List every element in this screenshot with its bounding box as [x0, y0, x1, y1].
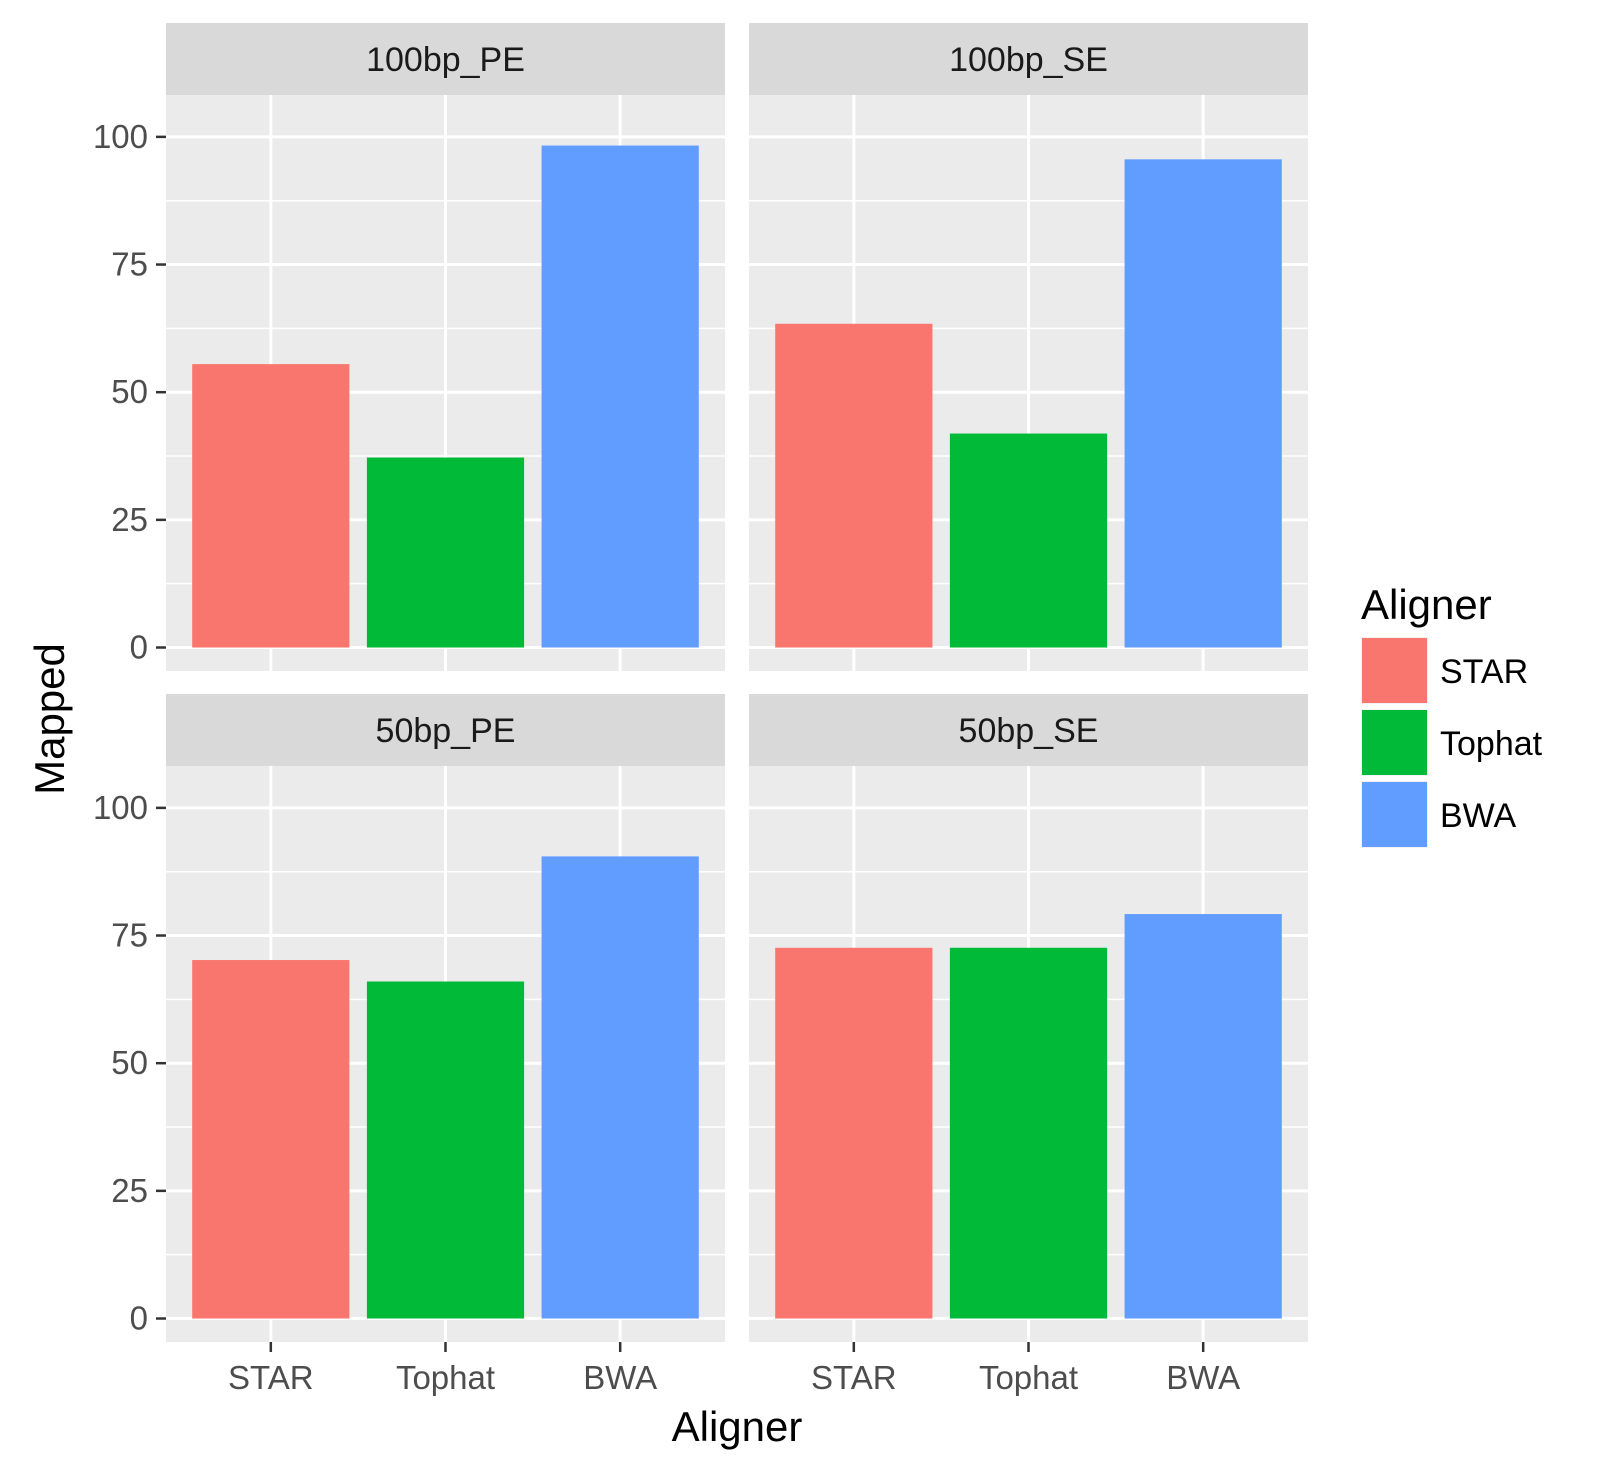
bar-star	[775, 323, 933, 648]
x-tick-label-bwa: BWA	[1166, 1359, 1240, 1396]
bar-tophat	[949, 433, 1108, 648]
facet-panel-50bp-pe: 50bp_PE 0 25 50 75 100	[93, 694, 725, 1342]
facet-strip-label: 100bp_SE	[949, 41, 1108, 79]
x-tick-label-tophat: Tophat	[979, 1359, 1078, 1396]
y-tick-label: 50	[111, 1044, 148, 1081]
x-tick-label-star: STAR	[228, 1359, 314, 1396]
bar-bwa	[541, 145, 699, 648]
bar-tophat	[366, 981, 525, 1319]
facet-strip-label: 50bp_SE	[959, 712, 1099, 750]
bar-star	[775, 947, 933, 1319]
bar-tophat	[949, 947, 1108, 1319]
y-tick-label: 75	[111, 917, 148, 954]
bar-star	[192, 960, 350, 1319]
legend-label-bwa: BWA	[1440, 797, 1517, 835]
x-tick-label-star: STAR	[811, 1359, 897, 1396]
legend-title: Aligner	[1361, 581, 1492, 628]
x-tick-label-tophat: Tophat	[396, 1359, 495, 1396]
y-tick-label: 0	[130, 1300, 148, 1337]
y-tick-label: 100	[93, 118, 148, 155]
y-axis-title: Mapped	[26, 643, 73, 795]
y-tick-label: 25	[111, 501, 148, 538]
legend-label-star: STAR	[1440, 653, 1528, 691]
facet-panel-100bp-se: 100bp_SE	[749, 23, 1308, 671]
facet-panel-100bp-pe: 100bp_PE 0 25 50 75 100	[93, 23, 725, 671]
y-tick-label: 100	[93, 789, 148, 826]
y-tick-label: 25	[111, 1172, 148, 1209]
facet-strip-label: 50bp_PE	[376, 712, 516, 750]
x-tick-label-bwa: BWA	[583, 1359, 657, 1396]
facet-strip	[166, 694, 725, 766]
y-tick-label: 75	[111, 246, 148, 283]
facet-strip-label: 100bp_PE	[366, 41, 525, 79]
facet-strip	[749, 694, 1308, 766]
facet-strip	[166, 23, 725, 95]
legend-swatch-tophat	[1362, 710, 1427, 775]
panels-layer: 100bp_PE 0 25 50 75 100 100bp_SE 50bp_PE 0 25 50 75…	[93, 23, 1308, 1342]
x-axis-title: Aligner	[672, 1403, 803, 1450]
bar-bwa	[541, 856, 699, 1319]
bar-star	[192, 364, 350, 648]
legend-swatch-bwa	[1362, 782, 1427, 847]
bar-tophat	[366, 457, 525, 648]
bar-bwa	[1124, 159, 1282, 648]
y-tick-label: 50	[111, 373, 148, 410]
bar-bwa	[1124, 914, 1282, 1319]
legend: Aligner STAR Tophat BWA	[1361, 581, 1543, 848]
legend-label-tophat: Tophat	[1440, 725, 1543, 763]
x-axis-ticks: STAR Tophat BWA STAR Tophat BWA	[228, 1342, 1240, 1396]
facet-panel-50bp-se: 50bp_SE	[749, 694, 1308, 1342]
y-tick-label: 0	[130, 629, 148, 666]
legend-swatch-star	[1362, 638, 1427, 703]
facet-strip	[749, 23, 1308, 95]
